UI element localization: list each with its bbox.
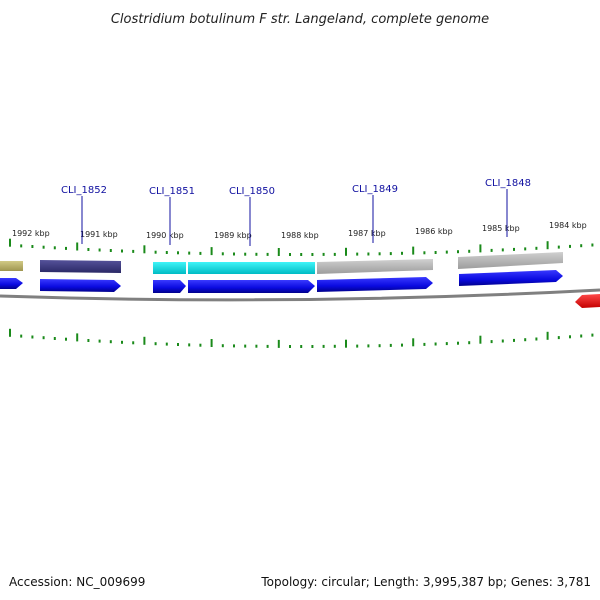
cds-arrow-cli-1850 [188, 280, 315, 293]
upper-tick-row [9, 238, 594, 256]
gene-labels: CLI_1852 CLI_1851 CLI_1850 CLI_1849 CLI_… [61, 178, 531, 246]
scale-label-1986: 1986 kbp [415, 227, 453, 236]
genome-summary-text: Topology: circular; Length: 3,995,387 bp… [260, 575, 591, 589]
scale-label-1991: 1991 kbp [80, 230, 118, 239]
feature-olive [0, 261, 23, 271]
cds-arrow-cli-1848 [459, 270, 563, 286]
cds-arrow-cli-1852 [40, 279, 121, 292]
gene-label-cli-1849: CLI_1849 [352, 184, 398, 195]
cds-arrow-cli-1851 [153, 280, 186, 293]
feature-track-outer [0, 252, 563, 274]
scale-label-1990: 1990 kbp [146, 231, 184, 240]
accession-text: Accession: NC_009699 [9, 575, 145, 589]
cds-arrow-cli-1849 [317, 277, 433, 292]
scale-label-1992: 1992 kbp [12, 229, 50, 238]
feature-cli-1851-block [153, 262, 186, 274]
gene-label-cli-1850: CLI_1850 [229, 186, 275, 197]
scale-label-1989: 1989 kbp [214, 231, 252, 240]
genome-backbone [0, 288, 600, 302]
gene-label-cli-1851: CLI_1851 [149, 186, 195, 197]
gene-label-cli-1852: CLI_1852 [61, 185, 107, 196]
feature-cli-1850-block [188, 262, 315, 274]
scale-label-1985: 1985 kbp [482, 224, 520, 233]
lower-tick-row [9, 328, 594, 348]
scale-labels: 1992 kbp 1991 kbp 1990 kbp 1989 kbp 1988… [12, 221, 587, 240]
cds-arrow-left-edge [0, 278, 23, 289]
scale-label-1984: 1984 kbp [549, 221, 587, 230]
cds-track-forward [0, 270, 563, 293]
gene-label-cli-1848: CLI_1848 [485, 178, 531, 189]
reverse-feature-red [575, 294, 600, 308]
feature-cli-1849-block [317, 259, 433, 274]
map-title: Clostridium botulinum F str. Langeland, … [111, 12, 489, 27]
feature-cli-1852-block [40, 260, 121, 273]
feature-cli-1848-block [458, 252, 563, 269]
scale-label-1988: 1988 kbp [281, 231, 319, 240]
scale-label-1987: 1987 kbp [348, 229, 386, 238]
